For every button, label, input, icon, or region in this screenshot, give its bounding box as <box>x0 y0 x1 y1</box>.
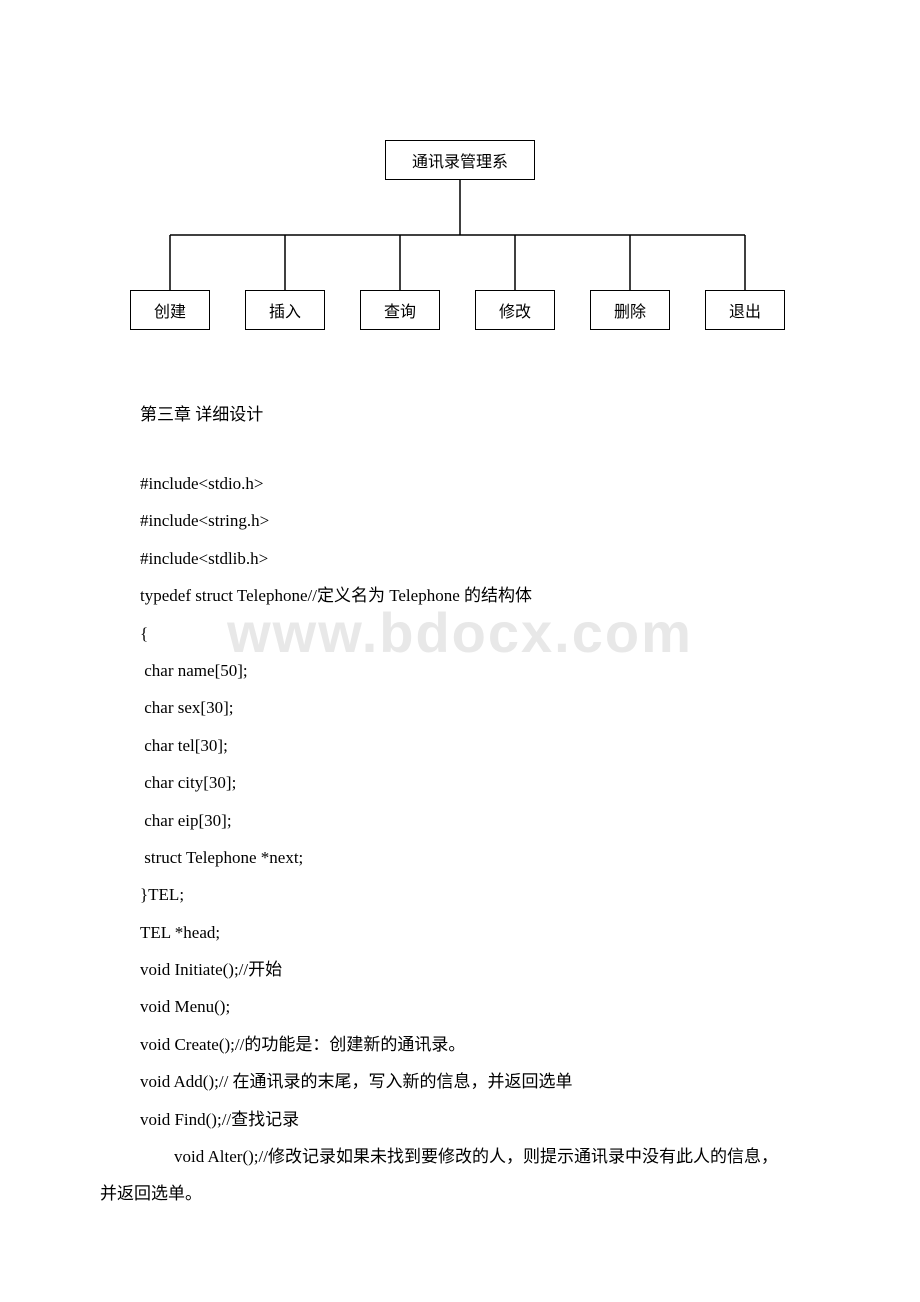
code-line: typedef struct Telephone//定义名为 Telephone… <box>140 577 820 614</box>
org-diagram: 通讯录管理系 创建插入查询修改删除退出 <box>110 140 810 340</box>
chapter-heading: 第三章 详细设计 <box>140 400 820 425</box>
diagram-root-box: 通讯录管理系 <box>385 140 535 180</box>
code-line: void Menu(); <box>140 988 820 1025</box>
code-line: { <box>140 615 820 652</box>
diagram-child-box: 修改 <box>475 290 555 330</box>
code-line: }TEL; <box>140 876 820 913</box>
diagram-child-box: 删除 <box>590 290 670 330</box>
code-line: #include<stdio.h> <box>140 465 820 502</box>
code-line: char sex[30]; <box>140 689 820 726</box>
code-line: char eip[30]; <box>140 802 820 839</box>
code-line: #include<string.h> <box>140 502 820 539</box>
code-line: char name[50]; <box>140 652 820 689</box>
code-line: void Initiate();//开始 <box>140 951 820 988</box>
code-line-wrapped-2: 并返回选单。 <box>100 1175 820 1212</box>
diagram-child-box: 插入 <box>245 290 325 330</box>
diagram-child-box: 创建 <box>130 290 210 330</box>
diagram-child-box: 查询 <box>360 290 440 330</box>
code-line: void Find();//查找记录 <box>140 1101 820 1138</box>
code-line: #include<stdlib.h> <box>140 540 820 577</box>
code-line: struct Telephone *next; <box>140 839 820 876</box>
code-line: void Add();// 在通讯录的末尾，写入新的信息，并返回选单 <box>140 1063 820 1100</box>
code-line: char tel[30]; <box>140 727 820 764</box>
code-line-wrapped-1: void Alter();//修改记录如果未找到要修改的人，则提示通讯录中没有此… <box>140 1138 820 1175</box>
code-line: void Create();//的功能是：创建新的通讯录。 <box>140 1026 820 1063</box>
diagram-child-box: 退出 <box>705 290 785 330</box>
code-line: TEL *head; <box>140 914 820 951</box>
code-block: #include<stdio.h>#include<string.h>#incl… <box>140 465 820 1138</box>
page-content: 通讯录管理系 创建插入查询修改删除退出 第三章 详细设计 #include<st… <box>0 0 920 1253</box>
code-line: char city[30]; <box>140 764 820 801</box>
